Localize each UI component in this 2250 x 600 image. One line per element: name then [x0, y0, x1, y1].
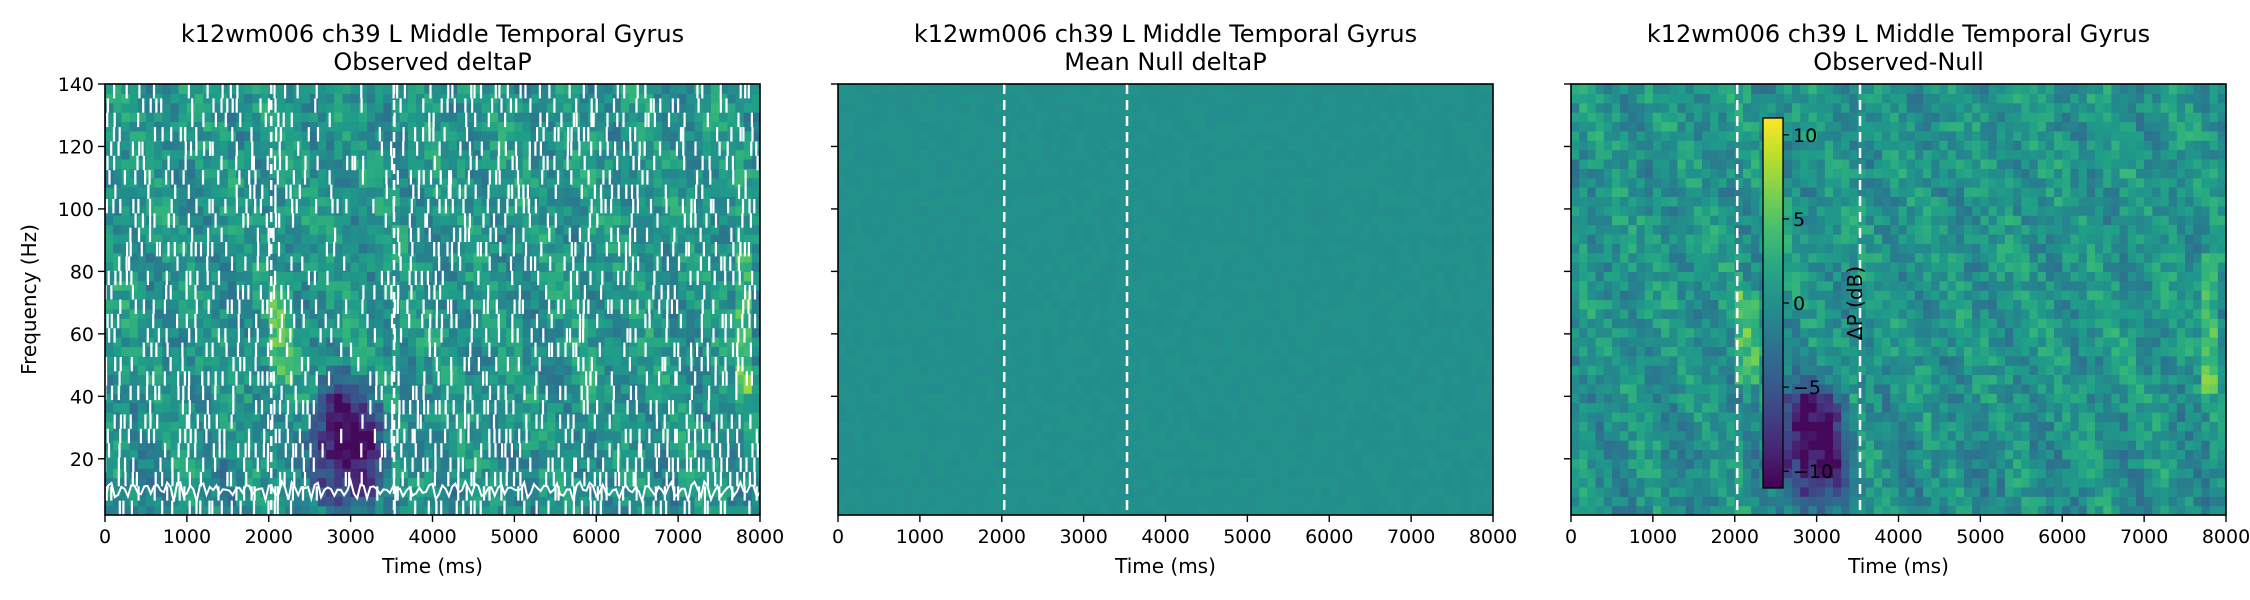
x-tick-label: 2000: [978, 526, 1026, 548]
y-axis-label: Frequency (Hz): [17, 224, 41, 375]
x-axis-label: Time (ms): [1114, 554, 1216, 578]
x-axis-label: Time (ms): [381, 554, 483, 578]
x-tick-label: 1000: [896, 526, 944, 548]
colorbar-tick-label: 0: [1793, 293, 1805, 315]
x-tick-label: 8000: [2202, 526, 2250, 548]
x-tick-label: 4000: [1874, 526, 1922, 548]
x-tick-label: 6000: [2038, 526, 2086, 548]
y-tick-label: 140: [58, 74, 94, 96]
chart-subtitle: Observed deltaP: [333, 48, 531, 76]
x-tick-label: 8000: [1469, 526, 1517, 548]
x-tick-label: 5000: [1223, 526, 1271, 548]
y-tick-label: 80: [70, 261, 94, 283]
panel-3: [1564, 83, 2227, 522]
chart-title: k12wm006 ch39 L Middle Temporal Gyrus: [1647, 20, 2150, 48]
x-tick-label: 5000: [1956, 526, 2004, 548]
colorbar: [1762, 117, 1789, 489]
colorbar-label: ΔP (dB): [1843, 266, 1867, 340]
heatmap-image: [1571, 84, 2226, 515]
chart-subtitle: Mean Null deltaP: [1064, 48, 1266, 76]
y-tick-label: 100: [58, 199, 94, 221]
x-tick-label: 3000: [1792, 526, 1840, 548]
x-tick-label: 6000: [572, 526, 620, 548]
heatmap-image: [838, 84, 1493, 515]
x-tick-label: 0: [1565, 526, 1577, 548]
y-tick-label: 60: [70, 324, 94, 346]
x-tick-label: 7000: [1387, 526, 1435, 548]
chart-subtitle: Observed-Null: [1813, 48, 1984, 76]
heatmap-image: [105, 84, 760, 515]
x-tick-label: 4000: [408, 526, 456, 548]
x-tick-label: 3000: [1059, 526, 1107, 548]
x-tick-label: 5000: [490, 526, 538, 548]
x-tick-label: 2000: [1711, 526, 1759, 548]
colorbar-tick-label: −10: [1793, 461, 1833, 483]
chart-title: k12wm006 ch39 L Middle Temporal Gyrus: [914, 20, 1417, 48]
colorbar-tick-label: 10: [1793, 125, 1817, 147]
x-tick-label: 0: [99, 526, 111, 548]
x-tick-label: 7000: [654, 526, 702, 548]
x-tick-label: 0: [832, 526, 844, 548]
y-tick-label: 40: [70, 386, 94, 408]
x-tick-label: 6000: [1305, 526, 1353, 548]
panel-2: [831, 83, 1494, 522]
x-tick-label: 3000: [326, 526, 374, 548]
x-tick-label: 8000: [736, 526, 784, 548]
x-tick-label: 1000: [1629, 526, 1677, 548]
chart-title: k12wm006 ch39 L Middle Temporal Gyrus: [181, 20, 684, 48]
x-axis-label: Time (ms): [1847, 554, 1949, 578]
x-tick-label: 1000: [163, 526, 211, 548]
colorbar-tick-label: 5: [1793, 209, 1805, 231]
significance-mask: [105, 84, 760, 515]
x-tick-label: 4000: [1141, 526, 1189, 548]
x-tick-label: 2000: [245, 526, 293, 548]
x-tick-label: 7000: [2120, 526, 2168, 548]
panel-1: [98, 83, 761, 522]
y-tick-label: 120: [58, 136, 94, 158]
colorbar-tick-label: −5: [1793, 377, 1821, 399]
y-tick-label: 20: [70, 449, 94, 471]
